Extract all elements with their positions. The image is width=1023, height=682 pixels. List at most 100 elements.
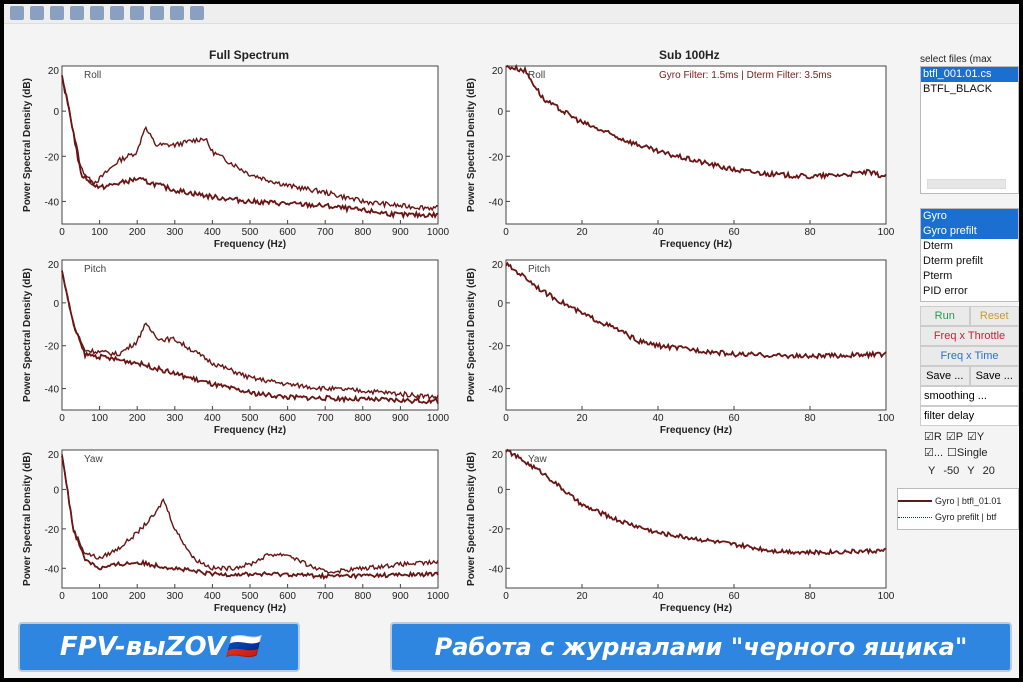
x-tick-label: 300 <box>166 591 183 602</box>
control-panel: select files (max btfl_001.01.cs BTFL_BL… <box>920 54 1019 484</box>
signal-item[interactable]: Dterm <box>923 240 953 252</box>
new-icon[interactable] <box>10 6 24 20</box>
psd-plot-roll[interactable]: 0 20 40 60 80 100 -40 -20 0 20 Frequency (Hz) Roll <box>489 63 895 250</box>
ymin-input[interactable]: -50 <box>943 465 960 477</box>
x-axis-label: Frequency (Hz) <box>660 425 732 436</box>
save-fig-button[interactable]: Save ... <box>920 366 970 386</box>
x-tick-label: 700 <box>317 227 334 238</box>
pan-icon[interactable] <box>110 6 124 20</box>
yaw-checkbox[interactable]: ☑Y <box>967 431 985 443</box>
rotate-icon[interactable] <box>130 6 144 20</box>
series-line-gyro <box>505 448 887 556</box>
psd-plot-yaw[interactable]: 0 20 40 60 80 100 -40 -20 0 20 Frequency (Hz) Yaw <box>489 448 895 614</box>
print-icon[interactable] <box>50 6 64 20</box>
filter-delay-dropdown[interactable]: filter delay <box>920 406 1019 426</box>
reset-button[interactable]: Reset <box>969 306 1019 326</box>
legend-gyro: Gyro | btfl_01.01 <box>935 496 1002 506</box>
ymax-input[interactable]: 20 <box>982 465 995 477</box>
psd-plot-pitch[interactable]: 0 100 200 300 400 500 600 700 800 900 1000 -40 -20 0 2… <box>45 259 450 436</box>
panel-label: Roll <box>84 70 101 81</box>
y-tick-label: -40 <box>45 385 60 396</box>
y-axis-label: Power Spectral Density (dB) <box>466 78 477 212</box>
x-tick-label: 100 <box>878 591 895 602</box>
file-item[interactable]: btfl_001.01.cs <box>921 67 1018 82</box>
zoom-out-icon[interactable] <box>90 6 104 20</box>
y-tick-label: -20 <box>45 152 60 163</box>
y-tick-label: -40 <box>45 564 60 575</box>
x-tick-label: 80 <box>804 227 816 238</box>
x-tick-label: 20 <box>576 227 588 238</box>
x-tick-label: 300 <box>166 413 183 424</box>
y-tick-label: 20 <box>492 260 504 271</box>
y-tick-label: -20 <box>489 525 504 536</box>
x-tick-label: 20 <box>576 591 588 602</box>
psd-plot-pitch[interactable]: 0 20 40 60 80 100 -40 -20 0 20 Frequency (Hz) Pitch <box>489 259 895 436</box>
x-tick-label: 800 <box>354 413 371 424</box>
x-tick-label: 200 <box>129 591 146 602</box>
signal-item[interactable]: Dterm prefilt <box>923 255 983 267</box>
psd-plot-roll[interactable]: 0 100 200 300 400 500 600 700 800 900 1000 -40 -20 0 2… <box>45 65 450 250</box>
extra-checkbox[interactable]: ☑... <box>924 447 944 459</box>
x-tick-label: 40 <box>652 591 664 602</box>
axes-box <box>61 449 439 589</box>
signal-item[interactable]: PID error <box>923 285 968 297</box>
series-line-gyro <box>61 75 439 220</box>
single-checkbox[interactable]: ☐Single <box>947 447 988 459</box>
freq-throttle-button[interactable]: Freq x Throttle <box>920 326 1019 346</box>
x-axis-label: Frequency (Hz) <box>660 603 732 614</box>
x-tick-label: 0 <box>503 413 509 424</box>
save-icon[interactable] <box>30 6 44 20</box>
y-tick-label: 20 <box>48 66 60 77</box>
zoom-in-icon[interactable] <box>70 6 84 20</box>
pitch-checkbox[interactable]: ☑P <box>945 431 964 443</box>
run-button[interactable]: Run <box>920 306 970 326</box>
y-tick-label: 20 <box>492 450 504 461</box>
x-tick-label: 100 <box>91 227 108 238</box>
legend-dotted-line <box>898 516 932 518</box>
sub-100hz-title: Sub 100Hz <box>659 48 720 62</box>
file-item[interactable]: BTFL_BLACK <box>923 83 993 95</box>
panel-label: Yaw <box>528 454 547 465</box>
x-tick-label: 60 <box>728 591 740 602</box>
series-line-gyro <box>505 261 887 360</box>
legend-icon[interactable] <box>190 6 204 20</box>
x-tick-label: 900 <box>392 413 409 424</box>
psd-plot-yaw[interactable]: 0 100 200 300 400 500 600 700 800 900 1000 -40 -20 0 2… <box>45 449 450 614</box>
x-tick-label: 600 <box>279 591 296 602</box>
x-tick-label: 20 <box>576 413 588 424</box>
data-cursor-icon[interactable] <box>150 6 164 20</box>
series-line-gyro <box>61 455 439 581</box>
x-tick-label: 500 <box>242 227 259 238</box>
save-settings-button[interactable]: Save ... <box>969 366 1019 386</box>
y-tick-label: -20 <box>45 342 60 353</box>
axes-box <box>505 65 887 225</box>
panel-label: Yaw <box>84 454 103 465</box>
x-tick-label: 800 <box>354 227 371 238</box>
signal-item[interactable]: Gyro <box>921 209 1018 224</box>
x-tick-label: 600 <box>279 413 296 424</box>
smoothing-dropdown[interactable]: smoothing ... <box>920 386 1019 406</box>
series-line-gyro <box>505 63 887 181</box>
freq-time-button[interactable]: Freq x Time <box>920 346 1019 366</box>
x-axis-label: Frequency (Hz) <box>660 239 732 250</box>
axes-box <box>505 259 887 411</box>
x-tick-label: 80 <box>804 591 816 602</box>
topic-banner: Работа с журналами "черного ящика" <box>390 622 1012 672</box>
series-line-gyro-prefilt <box>61 270 439 400</box>
y-axis-label: Power Spectral Density (dB) <box>466 452 477 586</box>
x-tick-label: 300 <box>166 227 183 238</box>
roll-checkbox[interactable]: ☑R <box>924 431 942 443</box>
signal-listbox[interactable]: Gyro Gyro prefilt Dterm Dterm prefilt Pt… <box>920 208 1019 302</box>
signal-item[interactable]: Gyro prefilt <box>921 224 1018 239</box>
horizontal-scrollbar[interactable] <box>927 179 1006 189</box>
signal-item[interactable]: Pterm <box>923 270 953 282</box>
x-tick-label: 80 <box>804 413 816 424</box>
y-tick-label: 0 <box>497 107 503 118</box>
axes-box <box>505 449 887 589</box>
x-tick-label: 60 <box>728 413 740 424</box>
file-listbox[interactable]: btfl_001.01.cs BTFL_BLACK <box>920 66 1019 194</box>
x-tick-label: 200 <box>129 227 146 238</box>
colorbar-icon[interactable] <box>170 6 184 20</box>
x-tick-label: 800 <box>354 591 371 602</box>
files-label: select files (max <box>920 54 992 65</box>
